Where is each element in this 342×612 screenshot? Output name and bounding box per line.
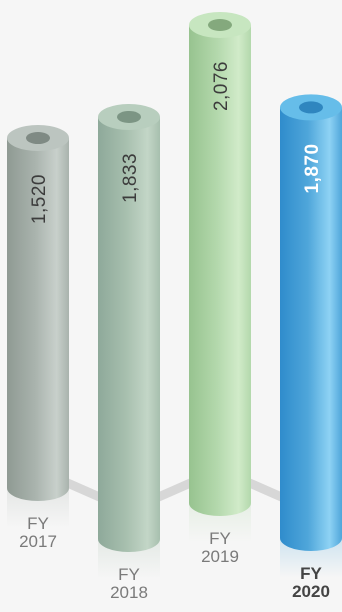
category-label-year: 2018: [110, 583, 148, 602]
bar-2019: 2,076: [189, 12, 251, 543]
bar-cylinder: [7, 138, 69, 501]
bar-value-label: 1,520: [29, 174, 50, 224]
bar-value-label: 2,076: [211, 61, 232, 111]
bar-cap-hole: [117, 110, 141, 123]
bar-2017: 1,520: [7, 125, 69, 528]
bar-cylinder: [98, 116, 160, 552]
bar-value-label: 1,870: [302, 143, 323, 193]
bar-cylinder: [280, 107, 342, 551]
bar-cap-hole: [299, 101, 323, 114]
category-label-prefix: FY: [209, 529, 231, 548]
bar-2018: 1,833: [98, 103, 160, 579]
category-label-year: 2019: [201, 547, 239, 566]
category-label-year: 2017: [19, 532, 57, 551]
category-label-prefix: FY: [27, 514, 49, 533]
bar-cap-hole: [208, 19, 232, 31]
bar-value-label: 1,833: [120, 153, 141, 203]
category-label-year: 2020: [292, 582, 330, 601]
bar-cap-hole: [26, 132, 50, 145]
category-label-prefix: FY: [118, 565, 140, 584]
category-label-prefix: FY: [300, 564, 322, 583]
bar-cylinder: [189, 25, 251, 516]
bar-2020: 1,870: [280, 94, 342, 578]
connector-line: [36, 465, 313, 515]
